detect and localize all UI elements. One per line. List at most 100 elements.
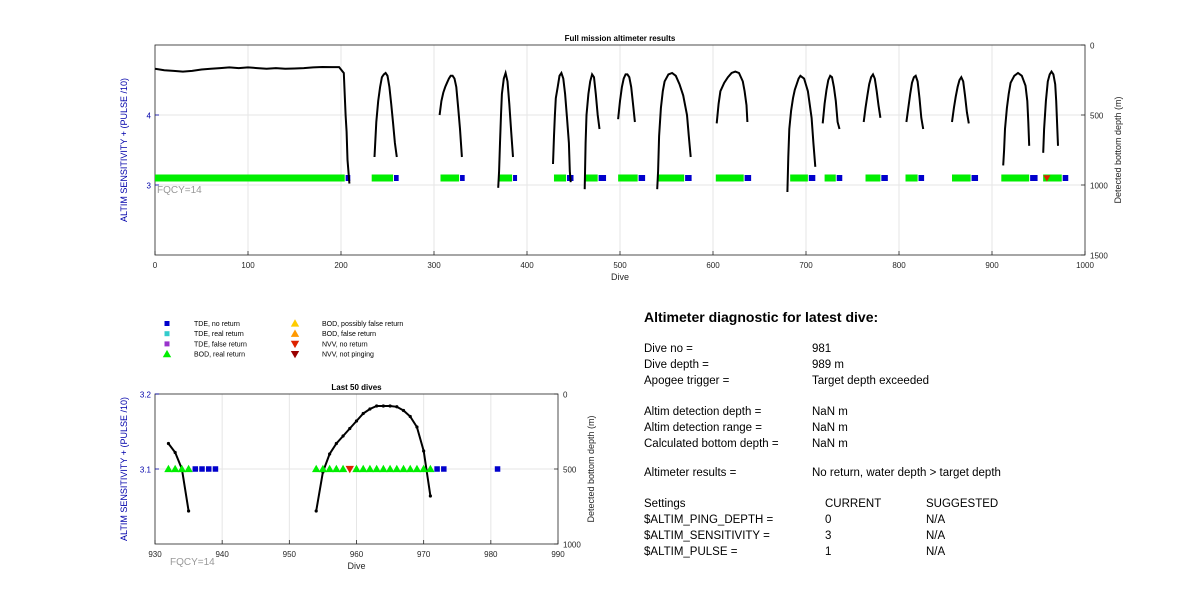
legend-col1-item-label: TDE, no return: [194, 321, 240, 328]
main-chart-bod-real-return-run: [790, 174, 808, 182]
main-chart-right-tick-label: 1000: [1090, 182, 1108, 191]
settings-label: Settings: [644, 498, 686, 510]
main-chart-x-tick-label: 900: [985, 261, 999, 270]
last50-chart-bod-real-return-marker: [412, 464, 422, 473]
main-chart-tde-no-return-run: [744, 175, 752, 181]
sensitivity-label: $ALTIM_SENSITIVITY =: [644, 530, 770, 542]
main-chart-depth-line: [497, 69, 514, 188]
main-chart-depth-line: [154, 65, 351, 184]
legend-col2-item-label: BOD, possibly false return: [322, 321, 403, 328]
main-chart-tde-no-return-run: [808, 175, 816, 181]
last50-chart-tde-no-return-marker: [494, 466, 501, 472]
sensitivity-current: 3: [825, 530, 832, 542]
altim-detection-depth-value: NaN m: [812, 406, 848, 418]
main-chart-bod-real-return-run: [584, 174, 598, 182]
main-chart-right-tick-label: 500: [1090, 112, 1104, 121]
last50-chart-bod-real-return-marker: [406, 464, 415, 473]
legend-col2-item-triangle-down-icon: [290, 350, 300, 359]
last50-chart-bod-real-return-marker: [359, 464, 368, 473]
last50-chart-depth-point: [314, 509, 318, 513]
main-chart-left-tick-label: 4: [147, 112, 152, 121]
main-chart-bod-real-return-run: [905, 174, 918, 182]
last50-chart-depth-point: [428, 494, 432, 498]
main-chart-nvv-no-return-marker: [1043, 175, 1051, 182]
main-chart-title: Full mission altimeter results: [565, 34, 676, 43]
last50-chart-bod-real-return-marker: [332, 464, 341, 473]
legend-col2-item-label: BOD, false return: [322, 331, 376, 338]
last50-chart-x-tick-label: 980: [484, 550, 498, 559]
calculated-bottom-depth-label: Calculated bottom depth =: [644, 438, 779, 450]
last50-chart-depth-series: [166, 404, 432, 513]
dive-depth-label: Dive depth =: [644, 359, 709, 371]
pulse-current: 1: [825, 546, 832, 558]
main-chart-bod-real-return-run: [1043, 174, 1062, 182]
last50-chart-bod-real-return-marker: [318, 464, 328, 473]
main-chart-bod-real-return-run: [440, 174, 460, 182]
main-chart-x-tick-label: 800: [892, 261, 906, 270]
main-chart-depth-line: [786, 74, 817, 193]
last50-chart-bod-real-return-marker: [338, 464, 348, 473]
last50-chart-x-tick-label: 930: [148, 550, 162, 559]
main-chart-depth-line: [583, 72, 601, 190]
last50-chart-x-tick-label: 950: [283, 550, 297, 559]
last50-chart-bod-real-return-marker: [164, 464, 173, 473]
legend-col1-item-square-icon: [164, 331, 170, 337]
main-chart-depth-line: [862, 72, 882, 123]
legend-col1-item-square-icon: [164, 341, 170, 347]
legend-col2-item-triangle-up-icon: [290, 329, 300, 337]
legend-col2-item-triangle-up-icon: [290, 319, 300, 327]
last50-chart-depth-point: [388, 404, 392, 408]
main-chart-bod-real-return-run: [499, 174, 513, 182]
last50-chart-nvv-no-return-marker: [345, 465, 354, 474]
last50-chart-depth-point: [354, 419, 359, 423]
last50-chart-right-tick-label: 500: [563, 466, 577, 475]
altimeter-results-label: Altimeter results =: [644, 467, 737, 479]
sensitivity-suggested: N/A: [926, 530, 946, 542]
dive-no-value: 981: [812, 343, 832, 355]
dive-depth-value: 989 m: [812, 359, 844, 371]
altimeter-results-value: No return, water depth > target depth: [812, 467, 1001, 479]
last50-chart-depth-line: [167, 442, 190, 512]
last50-chart-depth-point: [395, 405, 399, 409]
main-chart-tde-no-return-run: [598, 175, 607, 181]
main-chart-depth-line: [617, 73, 636, 123]
diagnostic-title: Altimeter diagnostic for latest dive:: [644, 309, 879, 325]
main-chart-bod-real-return-run: [824, 174, 836, 182]
pulse-suggested: N/A: [926, 546, 946, 558]
last50-chart-bod-real-return-marker: [184, 464, 193, 473]
last50-chart-bod-real-return-marker: [385, 464, 395, 473]
last50-chart-tde-no-return-marker: [192, 466, 199, 472]
main-chart-depth-line: [951, 75, 970, 124]
main-chart-depth-line: [905, 74, 925, 130]
main-chart-depth-line: [821, 74, 841, 130]
main-chart-right-tick-label: 0: [1090, 42, 1095, 51]
main-chart-x-tick-label: 600: [706, 261, 720, 270]
main-chart-x-axis-label: Dive: [611, 272, 629, 282]
main-chart-depth-line: [1042, 69, 1059, 153]
legend-col2-item-label: NVV, no return: [322, 341, 368, 348]
main-chart-tde-no-return-run: [685, 175, 692, 181]
last50-chart-tde-no-return-marker: [199, 466, 205, 472]
main-chart-depth-line: [373, 71, 398, 158]
last50-chart-left-axis-label: ALTIM SENSITIVITY + (PULSE /10): [119, 397, 129, 541]
main-chart-tde-no-return-run: [513, 175, 518, 181]
main-chart-tde-no-return-run: [918, 175, 925, 181]
main-chart-tde-no-return-run: [881, 175, 888, 181]
last50-chart-bod-real-return-marker: [419, 464, 428, 473]
marker-legend: TDE, no return TDE, real return TDE, false…: [162, 319, 403, 359]
pulse-label: $ALTIM_PULSE =: [644, 546, 738, 558]
last50-chart-x-tick-label: 970: [417, 550, 431, 559]
last50-chart-depth-point: [361, 411, 365, 416]
last50-chart-fqcy-annotation: FQCY=14: [170, 557, 215, 568]
last50-chart-depth-point: [375, 404, 379, 408]
main-chart-depth-line: [1002, 71, 1031, 166]
last50-chart-left-tick-label: 3.2: [140, 391, 152, 400]
main-chart-bod-real-return-run: [371, 174, 394, 182]
last50-chart-bod-real-return-marker: [177, 464, 187, 473]
legend-col1-item-label: TDE, false return: [194, 341, 247, 348]
altim-detection-range-value: NaN m: [812, 422, 848, 434]
main-chart-bod-real-return-run: [155, 174, 345, 182]
main-chart-x-tick-label: 700: [799, 261, 813, 270]
main-chart-tde-no-return-run: [638, 175, 646, 181]
